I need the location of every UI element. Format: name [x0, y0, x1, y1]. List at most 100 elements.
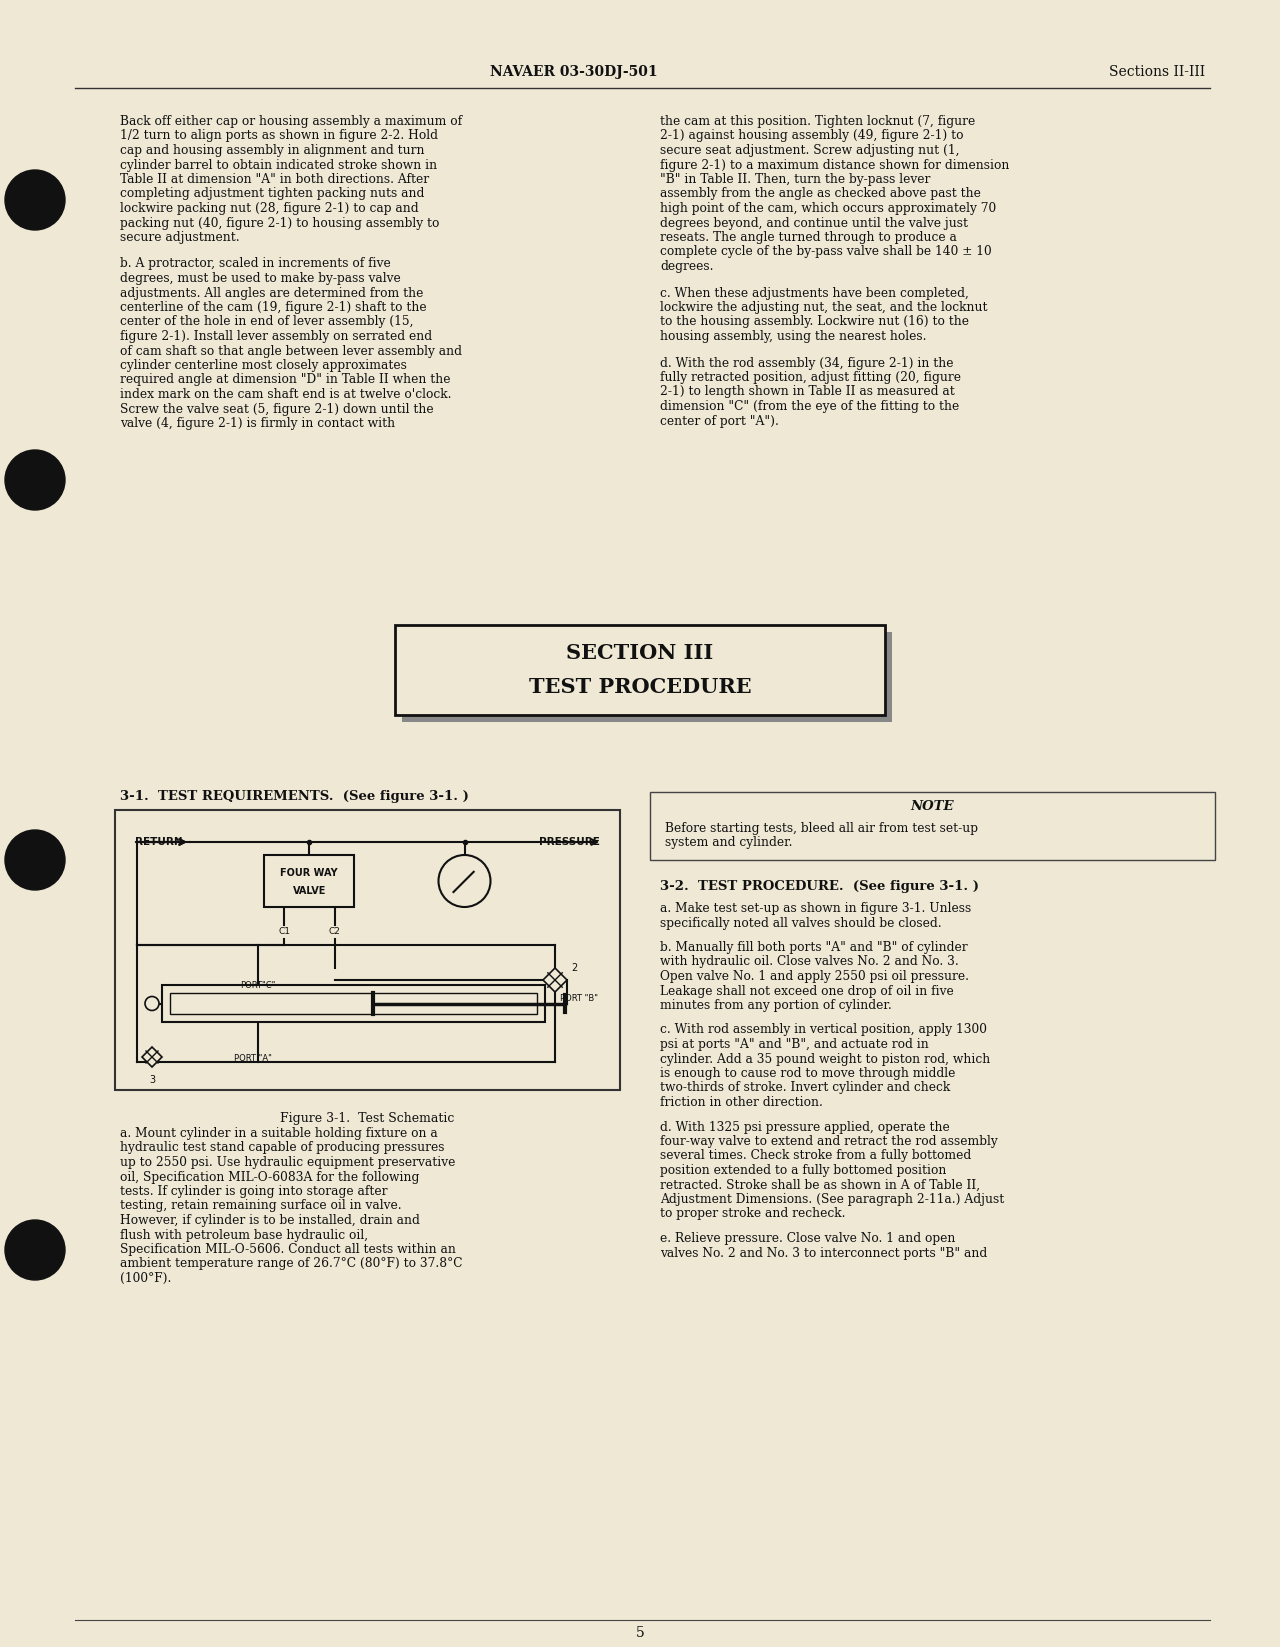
Text: PORT"C": PORT"C": [241, 982, 275, 990]
Text: fully retracted position, adjust fitting (20, figure: fully retracted position, adjust fitting…: [660, 371, 961, 384]
Bar: [115, 810, 620, 1090]
Text: "B" in Table II. Then, turn the by-pass lever: "B" in Table II. Then, turn the by-pass …: [660, 173, 931, 186]
Text: Table II at dimension "A" in both directions. After: Table II at dimension "A" in both direct…: [120, 173, 429, 186]
Text: 3: 3: [148, 1075, 155, 1085]
Text: lockwire packing nut (28, figure 2-1) to cap and: lockwire packing nut (28, figure 2-1) to…: [120, 203, 419, 216]
Text: psi at ports "A" and "B", and actuate rod in: psi at ports "A" and "B", and actuate ro…: [660, 1038, 929, 1051]
Text: cylinder. Add a 35 pound weight to piston rod, which: cylinder. Add a 35 pound weight to pisto…: [660, 1052, 991, 1066]
Text: secure adjustment.: secure adjustment.: [120, 231, 239, 244]
Text: C2: C2: [329, 927, 340, 935]
Text: system and cylinder.: system and cylinder.: [666, 837, 792, 848]
Text: position extended to a fully bottomed position: position extended to a fully bottomed po…: [660, 1164, 946, 1178]
Text: ambient temperature range of 26.7°C (80°F) to 37.8°C: ambient temperature range of 26.7°C (80°…: [120, 1258, 462, 1270]
Bar: [396, 624, 884, 715]
Text: 2: 2: [571, 963, 577, 973]
Text: oil, Specification MIL-O-6083A for the following: oil, Specification MIL-O-6083A for the f…: [120, 1171, 420, 1184]
Text: reseats. The angle turned through to produce a: reseats. The angle turned through to pro…: [660, 231, 957, 244]
Text: center of the hole in end of lever assembly (15,: center of the hole in end of lever assem…: [120, 316, 413, 328]
Text: two-thirds of stroke. Invert cylinder and check: two-thirds of stroke. Invert cylinder an…: [660, 1082, 950, 1095]
Text: Leakage shall not exceed one drop of oil in five: Leakage shall not exceed one drop of oil…: [660, 985, 954, 998]
Text: FOUR WAY: FOUR WAY: [280, 868, 338, 878]
Text: a. Mount cylinder in a suitable holding fixture on a: a. Mount cylinder in a suitable holding …: [120, 1127, 438, 1140]
Text: valves No. 2 and No. 3 to interconnect ports "B" and: valves No. 2 and No. 3 to interconnect p…: [660, 1247, 987, 1260]
Text: figure 2-1) to a maximum distance shown for dimension: figure 2-1) to a maximum distance shown …: [660, 158, 1010, 171]
Text: figure 2-1). Install lever assembly on serrated end: figure 2-1). Install lever assembly on s…: [120, 329, 433, 343]
Text: Open valve No. 1 and apply 2550 psi oil pressure.: Open valve No. 1 and apply 2550 psi oil …: [660, 970, 969, 983]
Text: (100°F).: (100°F).: [120, 1271, 172, 1285]
Text: index mark on the cam shaft end is at twelve o'clock.: index mark on the cam shaft end is at tw…: [120, 389, 452, 400]
Text: cylinder barrel to obtain indicated stroke shown in: cylinder barrel to obtain indicated stro…: [120, 158, 438, 171]
Text: housing assembly, using the nearest holes.: housing assembly, using the nearest hole…: [660, 329, 927, 343]
Text: testing, retain remaining surface oil in valve.: testing, retain remaining surface oil in…: [120, 1199, 402, 1212]
Text: minutes from any portion of cylinder.: minutes from any portion of cylinder.: [660, 1000, 892, 1011]
Text: 3-1.  TEST REQUIREMENTS.  (See figure 3-1. ): 3-1. TEST REQUIREMENTS. (See figure 3-1.…: [120, 791, 468, 804]
Text: valve (4, figure 2-1) is firmly in contact with: valve (4, figure 2-1) is firmly in conta…: [120, 417, 396, 430]
Text: C1: C1: [278, 927, 291, 935]
Text: degrees, must be used to make by-pass valve: degrees, must be used to make by-pass va…: [120, 272, 401, 285]
Text: secure seat adjustment. Screw adjusting nut (1,: secure seat adjustment. Screw adjusting …: [660, 143, 960, 156]
Text: completing adjustment tighten packing nuts and: completing adjustment tighten packing nu…: [120, 188, 425, 201]
Text: is enough to cause rod to move through middle: is enough to cause rod to move through m…: [660, 1067, 955, 1080]
Text: c. When these adjustments have been completed,: c. When these adjustments have been comp…: [660, 287, 969, 300]
Text: degrees beyond, and continue until the valve just: degrees beyond, and continue until the v…: [660, 216, 968, 229]
Bar: [170, 993, 538, 1015]
Text: TEST PROCEDURE: TEST PROCEDURE: [529, 677, 751, 697]
Text: b. Manually fill both ports "A" and "B" of cylinder: b. Manually fill both ports "A" and "B" …: [660, 940, 968, 954]
Text: hydraulic test stand capable of producing pressures: hydraulic test stand capable of producin…: [120, 1141, 444, 1155]
Polygon shape: [142, 1047, 163, 1067]
Text: Specification MIL-O-5606. Conduct all tests within an: Specification MIL-O-5606. Conduct all te…: [120, 1243, 456, 1257]
Text: assembly from the angle as checked above past the: assembly from the angle as checked above…: [660, 188, 980, 201]
Circle shape: [5, 450, 65, 511]
Text: Before starting tests, bleed all air from test set-up: Before starting tests, bleed all air fro…: [666, 822, 978, 835]
Text: to proper stroke and recheck.: to proper stroke and recheck.: [660, 1207, 846, 1220]
Text: up to 2550 psi. Use hydraulic equipment preservative: up to 2550 psi. Use hydraulic equipment …: [120, 1156, 456, 1169]
Text: friction in other direction.: friction in other direction.: [660, 1095, 823, 1108]
Text: lockwire the adjusting nut, the seat, and the locknut: lockwire the adjusting nut, the seat, an…: [660, 301, 987, 315]
Text: NOTE: NOTE: [910, 799, 955, 812]
Text: centerline of the cam (19, figure 2-1) shaft to the: centerline of the cam (19, figure 2-1) s…: [120, 301, 426, 315]
Text: to the housing assembly. Lockwire nut (16) to the: to the housing assembly. Lockwire nut (1…: [660, 316, 969, 328]
Text: However, if cylinder is to be installed, drain and: However, if cylinder is to be installed,…: [120, 1214, 420, 1227]
Text: a. Make test set-up as shown in figure 3-1. Unless: a. Make test set-up as shown in figure 3…: [660, 903, 972, 916]
Text: four-way valve to extend and retract the rod assembly: four-way valve to extend and retract the…: [660, 1135, 997, 1148]
Text: dimension "C" (from the eye of the fitting to the: dimension "C" (from the eye of the fitti…: [660, 400, 959, 413]
Text: cylinder centerline most closely approximates: cylinder centerline most closely approxi…: [120, 359, 407, 372]
Text: 5: 5: [636, 1626, 644, 1640]
Text: c. With rod assembly in vertical position, apply 1300: c. With rod assembly in vertical positio…: [660, 1023, 987, 1036]
Text: tests. If cylinder is going into storage after: tests. If cylinder is going into storage…: [120, 1184, 388, 1197]
Circle shape: [145, 996, 159, 1011]
Text: e. Relieve pressure. Close valve No. 1 and open: e. Relieve pressure. Close valve No. 1 a…: [660, 1232, 955, 1245]
Circle shape: [5, 830, 65, 889]
Text: required angle at dimension "D" in Table II when the: required angle at dimension "D" in Table…: [120, 374, 451, 387]
Text: degrees.: degrees.: [660, 260, 713, 273]
Text: b. A protractor, scaled in increments of five: b. A protractor, scaled in increments of…: [120, 257, 390, 270]
Text: d. With 1325 psi pressure applied, operate the: d. With 1325 psi pressure applied, opera…: [660, 1120, 950, 1133]
Text: with hydraulic oil. Close valves No. 2 and No. 3.: with hydraulic oil. Close valves No. 2 a…: [660, 955, 959, 968]
Text: of cam shaft so that angle between lever assembly and: of cam shaft so that angle between lever…: [120, 344, 462, 357]
Text: NAVAER 03-30DJ-501: NAVAER 03-30DJ-501: [490, 64, 658, 79]
Text: PRESSURE: PRESSURE: [539, 837, 600, 847]
Text: 2-1) against housing assembly (49, figure 2-1) to: 2-1) against housing assembly (49, figur…: [660, 130, 964, 143]
Text: Adjustment Dimensions. (See paragraph 2-11a.) Adjust: Adjustment Dimensions. (See paragraph 2-…: [660, 1192, 1005, 1206]
Circle shape: [5, 1220, 65, 1280]
Text: SECTION III: SECTION III: [566, 642, 714, 664]
Text: 2-1) to length shown in Table II as measured at: 2-1) to length shown in Table II as meas…: [660, 385, 955, 399]
Text: high point of the cam, which occurs approximately 70: high point of the cam, which occurs appr…: [660, 203, 996, 216]
Circle shape: [5, 170, 65, 231]
Text: 3-2.  TEST PROCEDURE.  (See figure 3-1. ): 3-2. TEST PROCEDURE. (See figure 3-1. ): [660, 879, 979, 893]
Text: center of port "A").: center of port "A").: [660, 415, 778, 428]
Polygon shape: [543, 968, 567, 991]
Text: PORT "A": PORT "A": [234, 1054, 271, 1062]
Bar: [163, 985, 545, 1023]
Text: the cam at this position. Tighten locknut (7, figure: the cam at this position. Tighten locknu…: [660, 115, 975, 128]
Circle shape: [439, 855, 490, 907]
Text: 1/2 turn to align ports as shown in figure 2-2. Hold: 1/2 turn to align ports as shown in figu…: [120, 130, 438, 143]
Text: Back off either cap or housing assembly a maximum of: Back off either cap or housing assembly …: [120, 115, 462, 128]
Text: d. With the rod assembly (34, figure 2-1) in the: d. With the rod assembly (34, figure 2-1…: [660, 356, 954, 369]
Text: PORT "B": PORT "B": [561, 995, 598, 1003]
Text: cap and housing assembly in alignment and turn: cap and housing assembly in alignment an…: [120, 143, 425, 156]
Text: Screw the valve seat (5, figure 2-1) down until the: Screw the valve seat (5, figure 2-1) dow…: [120, 402, 434, 415]
Text: packing nut (40, figure 2-1) to housing assembly to: packing nut (40, figure 2-1) to housing …: [120, 216, 439, 229]
Text: RETURN: RETURN: [134, 837, 183, 847]
Bar: [264, 855, 355, 907]
